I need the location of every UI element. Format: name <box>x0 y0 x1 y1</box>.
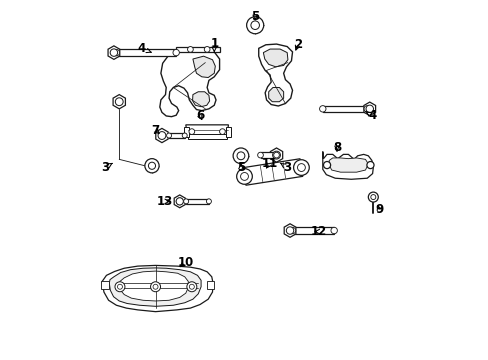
Circle shape <box>186 282 196 292</box>
Circle shape <box>150 282 160 292</box>
Text: 9: 9 <box>374 203 382 216</box>
Circle shape <box>363 105 370 112</box>
Polygon shape <box>169 133 184 138</box>
Polygon shape <box>186 199 208 204</box>
Circle shape <box>176 198 183 205</box>
Circle shape <box>166 133 171 138</box>
Circle shape <box>188 129 194 134</box>
Polygon shape <box>187 134 226 139</box>
Circle shape <box>370 195 375 199</box>
Polygon shape <box>185 125 228 135</box>
Circle shape <box>204 46 209 52</box>
Polygon shape <box>192 56 215 77</box>
Circle shape <box>273 152 279 158</box>
Circle shape <box>330 227 337 234</box>
Circle shape <box>257 152 263 158</box>
Circle shape <box>250 21 259 30</box>
Text: 10: 10 <box>177 256 194 269</box>
Circle shape <box>366 162 373 168</box>
Circle shape <box>297 164 305 171</box>
Circle shape <box>158 132 165 139</box>
Polygon shape <box>183 127 189 136</box>
Circle shape <box>148 162 155 169</box>
Circle shape <box>367 192 378 202</box>
Polygon shape <box>260 152 276 158</box>
Text: 4: 4 <box>365 109 376 122</box>
Text: 3: 3 <box>101 161 112 174</box>
Circle shape <box>219 129 225 134</box>
Circle shape <box>189 284 194 289</box>
Circle shape <box>115 98 123 105</box>
Circle shape <box>289 227 295 234</box>
Polygon shape <box>322 105 366 112</box>
Polygon shape <box>116 49 176 56</box>
Polygon shape <box>102 265 213 312</box>
Circle shape <box>323 162 330 168</box>
Circle shape <box>173 49 179 56</box>
Circle shape <box>117 284 122 289</box>
Circle shape <box>113 49 120 56</box>
Circle shape <box>319 105 325 112</box>
Polygon shape <box>207 282 214 288</box>
Polygon shape <box>119 271 188 301</box>
Polygon shape <box>109 268 201 306</box>
Polygon shape <box>156 129 168 143</box>
Circle shape <box>153 284 158 289</box>
Polygon shape <box>328 158 367 172</box>
Circle shape <box>366 105 373 113</box>
Circle shape <box>176 198 183 205</box>
Polygon shape <box>243 159 302 185</box>
Text: 7: 7 <box>151 124 159 137</box>
Polygon shape <box>263 49 287 67</box>
Polygon shape <box>108 46 120 59</box>
Circle shape <box>110 49 118 56</box>
Polygon shape <box>268 87 283 102</box>
Polygon shape <box>322 152 372 179</box>
Circle shape <box>233 148 248 164</box>
Polygon shape <box>270 148 282 162</box>
Circle shape <box>236 168 252 184</box>
Text: 13: 13 <box>156 195 172 208</box>
Polygon shape <box>363 102 375 116</box>
Polygon shape <box>258 44 292 106</box>
Text: 12: 12 <box>310 225 326 238</box>
Circle shape <box>187 46 193 52</box>
Circle shape <box>183 199 188 204</box>
Circle shape <box>144 159 159 173</box>
Text: 2: 2 <box>293 38 301 51</box>
Polygon shape <box>292 227 333 234</box>
Polygon shape <box>160 48 219 117</box>
Polygon shape <box>225 127 231 136</box>
Text: 5: 5 <box>250 10 259 23</box>
Polygon shape <box>192 92 209 107</box>
Circle shape <box>182 133 187 138</box>
Polygon shape <box>174 195 185 208</box>
Text: 5: 5 <box>236 161 244 174</box>
Text: 1: 1 <box>210 36 218 52</box>
Polygon shape <box>284 224 295 237</box>
Text: 6: 6 <box>196 109 203 122</box>
Polygon shape <box>101 282 108 288</box>
Text: 4: 4 <box>137 42 151 55</box>
Circle shape <box>206 199 211 204</box>
Polygon shape <box>113 95 125 109</box>
Circle shape <box>115 282 125 292</box>
Text: 8: 8 <box>332 141 341 154</box>
Polygon shape <box>176 46 219 52</box>
Text: 11: 11 <box>261 157 277 171</box>
Circle shape <box>293 160 308 175</box>
Text: 3: 3 <box>280 161 291 174</box>
Circle shape <box>237 152 244 160</box>
Circle shape <box>246 17 263 34</box>
Circle shape <box>286 227 293 234</box>
Circle shape <box>272 151 280 159</box>
Circle shape <box>240 172 248 180</box>
